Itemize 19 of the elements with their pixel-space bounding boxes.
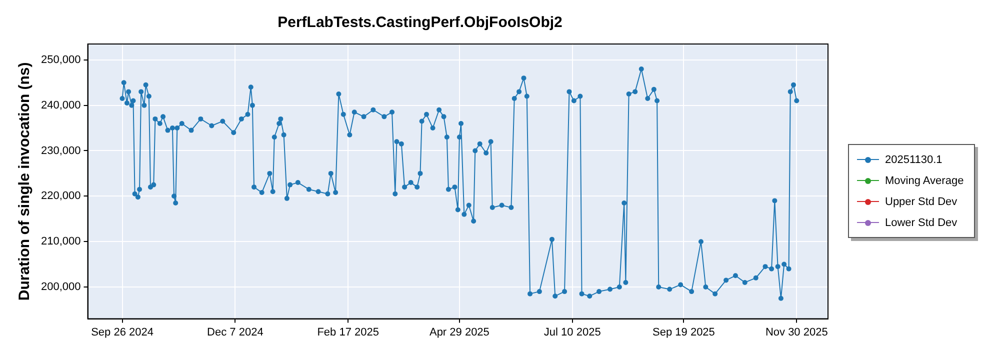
y-tick-label: 200,000 xyxy=(40,281,81,294)
x-tick-label: Dec 7 2024 xyxy=(207,326,264,338)
y-axis-title: Duration of single invocation (ns) xyxy=(16,62,34,301)
x-tick-label: Jul 10 2025 xyxy=(544,326,601,338)
legend-label: Lower Std Dev xyxy=(885,216,958,228)
legend-label: 20251130.1 xyxy=(885,154,942,166)
y-tick-label: 250,000 xyxy=(40,54,81,66)
legend-label: Upper Std Dev xyxy=(885,196,958,208)
chart-title: PerfLabTests.CastingPerf.ObjFooIsObj2 xyxy=(278,14,562,32)
y-tick-label: 230,000 xyxy=(40,144,81,157)
x-tick-label: Feb 17 2025 xyxy=(317,326,379,338)
y-tick-label: 220,000 xyxy=(40,190,81,202)
legend-label: Moving Average xyxy=(885,174,964,186)
x-tick-label: Nov 30 2025 xyxy=(765,326,828,338)
x-tick-label: Sep 19 2025 xyxy=(652,326,715,338)
x-tick-label: Sep 26 2024 xyxy=(91,326,154,338)
x-tick-label: Apr 29 2025 xyxy=(429,326,490,338)
y-tick-label: 240,000 xyxy=(40,99,81,112)
y-tick-label: 210,000 xyxy=(40,236,81,248)
